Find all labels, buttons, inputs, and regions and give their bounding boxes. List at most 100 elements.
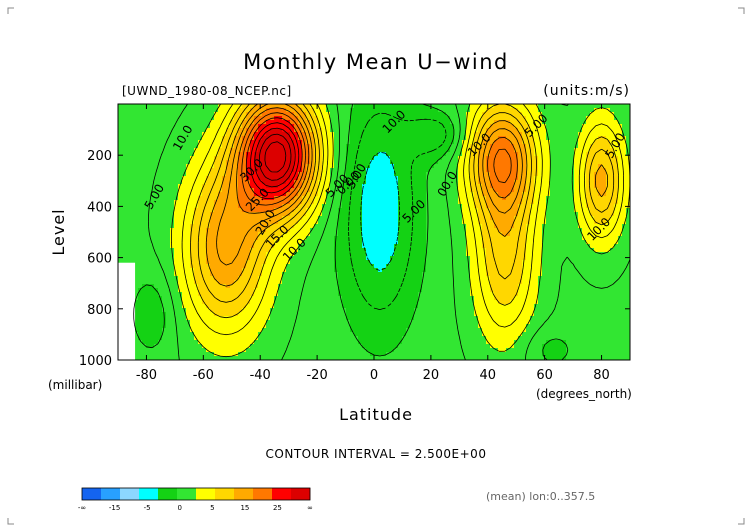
field-cell [278,244,283,249]
field-cell [522,124,527,129]
field-cell [134,156,139,161]
field-cell [402,128,407,133]
field-cell [302,236,307,241]
field-cell [434,212,439,217]
field-cell [262,256,267,261]
field-cell [366,136,371,141]
field-cell [422,196,427,201]
field-cell [298,132,303,137]
field-cell [186,192,191,197]
field-cell [418,216,423,221]
field-cell [278,204,283,209]
field-cell [338,172,343,177]
field-cell [510,256,515,261]
field-cell [582,184,587,189]
field-cell [558,252,563,257]
field-cell [458,144,463,149]
field-cell [530,228,535,233]
field-cell [262,224,267,229]
field-cell [326,168,331,173]
field-cell [394,216,399,221]
field-cell [274,196,279,201]
field-cell [254,180,259,185]
field-cell [410,188,415,193]
field-cell [174,124,179,129]
field-cell [274,236,279,241]
field-cell [290,248,295,253]
field-cell [282,124,287,129]
field-cell [626,168,630,173]
field-cell [414,256,419,261]
field-cell [466,164,471,169]
field-cell [338,180,343,185]
field-cell [430,116,435,121]
field-cell [534,256,539,261]
field-cell [598,180,603,185]
field-cell [190,192,195,197]
field-cell [254,232,259,237]
field-cell [122,192,127,197]
field-cell [326,232,331,237]
field-cell [590,168,595,173]
field-cell [462,192,467,197]
field-cell [406,176,411,181]
field-cell [118,120,123,125]
field-cell [542,192,547,197]
field-cell [310,164,315,169]
field-cell [166,232,171,237]
field-cell [278,212,283,217]
field-cell [594,228,599,233]
field-cell [282,228,287,233]
field-cell [318,208,323,213]
field-cell [602,104,607,109]
field-cell [310,244,315,249]
field-cell [122,136,127,141]
field-cell [422,108,427,113]
field-cell [530,120,535,125]
field-cell [394,172,399,177]
field-cell [578,108,583,113]
field-cell [402,108,407,113]
field-cell [182,212,187,217]
field-cell [158,212,163,217]
field-cell [230,256,235,261]
field-cell [438,168,443,173]
field-cell [490,136,495,141]
field-cell [154,104,159,109]
field-cell [394,224,399,229]
field-cell [530,144,535,149]
field-cell [430,140,435,145]
field-cell [578,240,583,245]
field-cell [254,236,259,241]
field-cell [330,224,335,229]
field-cell [330,220,335,225]
field-cell [258,136,263,141]
field-cell [586,164,591,169]
field-cell [594,196,599,201]
field-cell [426,112,431,117]
field-cell [558,148,563,153]
field-cell [242,176,247,181]
field-cell [386,132,391,137]
field-cell [150,104,155,109]
field-cell [414,204,419,209]
field-cell [286,216,291,221]
field-cell [458,248,463,253]
field-cell [242,184,247,189]
field-cell [142,124,147,129]
field-cell [314,116,319,121]
field-cell [462,228,467,233]
field-cell [494,172,499,177]
field-cell [498,120,503,125]
field-cell [310,124,315,129]
field-cell [418,228,423,233]
field-cell [306,244,311,249]
field-cell [534,148,539,153]
field-cell [450,104,455,109]
field-cell [522,248,527,253]
field-cell [258,116,263,121]
field-cell [334,188,339,193]
field-cell [350,188,355,193]
field-cell [370,180,375,185]
field-cell [170,160,175,165]
